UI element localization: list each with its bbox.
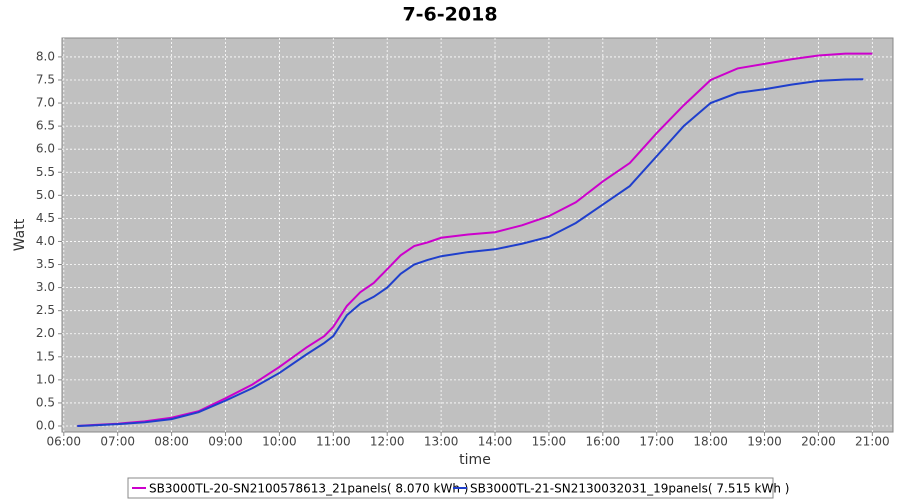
y-tick-label: 4.0 bbox=[36, 234, 55, 248]
x-tick-label: 13:00 bbox=[424, 435, 459, 449]
y-tick-label: 6.5 bbox=[36, 119, 55, 133]
x-axis-label: time bbox=[459, 452, 491, 468]
x-tick-label: 09:00 bbox=[208, 435, 243, 449]
line bbox=[77, 52, 873, 427]
y-tick-label: 3.0 bbox=[36, 280, 55, 294]
x-tick-label: 08:00 bbox=[154, 435, 189, 449]
y-tick-label: 8.0 bbox=[36, 49, 55, 63]
y-tick-label: 7.0 bbox=[36, 96, 55, 110]
x-tick-label: 15:00 bbox=[532, 435, 567, 449]
y-tick-label: 6.0 bbox=[36, 142, 55, 156]
x-tick-label: 21:00 bbox=[855, 435, 890, 449]
y-axis-label: Watt bbox=[12, 218, 28, 251]
legend-label: SB3000TL-21-SN2130032031_19panels( 7.515… bbox=[470, 482, 789, 496]
legend bbox=[127, 477, 774, 499]
x-tick-label: 06:00 bbox=[46, 435, 81, 449]
y-tick-label: 2.5 bbox=[36, 303, 55, 317]
x-tick-label: 19:00 bbox=[747, 435, 782, 449]
chart-title: 7-6-2018 bbox=[402, 4, 497, 26]
y-tick-label: 5.5 bbox=[36, 165, 55, 179]
y-tick-label: 3.5 bbox=[36, 257, 55, 271]
y-tick-label: 1.0 bbox=[36, 372, 55, 386]
y-tick-label: 1.5 bbox=[36, 349, 55, 363]
x-tick-label: 14:00 bbox=[478, 435, 513, 449]
y-tick-label: 0.5 bbox=[36, 395, 55, 409]
x-tick-label: 16:00 bbox=[586, 435, 621, 449]
x-tick-label: 18:00 bbox=[693, 435, 728, 449]
x-tick-label: 20:00 bbox=[801, 435, 836, 449]
x-tick-label: 17:00 bbox=[639, 435, 674, 449]
x-tick-label: 12:00 bbox=[370, 435, 405, 449]
y-tick-label: 4.5 bbox=[36, 211, 55, 225]
line bbox=[77, 78, 864, 428]
y-tick-label: 2.0 bbox=[36, 326, 55, 340]
x-tick-label: 10:00 bbox=[262, 435, 297, 449]
y-tick-label: 5.0 bbox=[36, 188, 55, 202]
x-tick-label: 07:00 bbox=[100, 435, 135, 449]
x-tick-label: 11:00 bbox=[316, 435, 351, 449]
y-tick-label: 7.5 bbox=[36, 72, 55, 86]
y-tick-label: 0.0 bbox=[36, 419, 55, 433]
plot-area bbox=[61, 37, 894, 433]
legend-label: SB3000TL-20-SN2100578613_21panels( 8.070… bbox=[149, 482, 468, 496]
